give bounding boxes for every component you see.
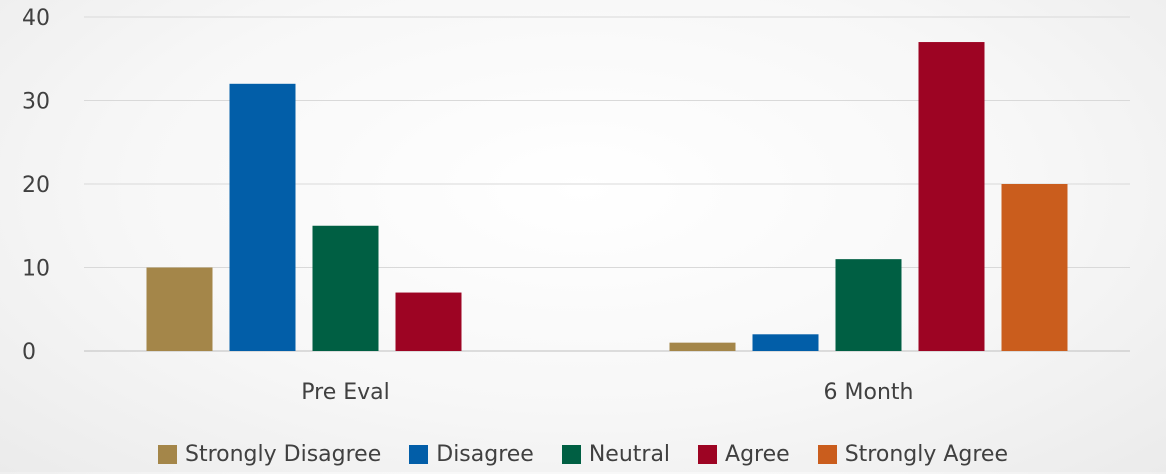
x-axis-category-labels: Pre Eval 6 Month [301, 380, 913, 405]
legend: Strongly Disagree Disagree Neutral Agree Str… [0, 434, 1166, 474]
legend-swatch [409, 444, 429, 464]
bar-strongly-disagree-6-month [669, 342, 736, 351]
legend-item: Neutral [561, 441, 671, 467]
y-tick-label: 0 [22, 340, 36, 365]
legend-label: Strongly Agree [844, 441, 1008, 467]
legend-item: Agree [698, 442, 790, 467]
legend-label: Disagree [436, 441, 534, 467]
y-tick-label: 10 [22, 257, 50, 282]
x-category-label: Pre Eval [301, 380, 389, 405]
x-category-label: 6 Month [824, 380, 914, 405]
legend-label: Agree [725, 441, 790, 467]
legend-swatch [158, 444, 177, 464]
bar-chart: 0 10 20 30 40 Pre Eval 6 Month [22, 6, 1130, 405]
bars [146, 42, 1068, 352]
legend-item: Disagree [409, 442, 534, 467]
bar-agree-6-month [918, 42, 985, 352]
legend-swatch [698, 444, 718, 464]
bar-disagree-6-month [752, 334, 819, 351]
legend-swatch [817, 444, 837, 464]
legend-label: Neutral [588, 441, 671, 467]
y-tick-label: 30 [22, 90, 50, 115]
bar-neutral-pre-eval [312, 225, 379, 351]
bar-neutral-6-month [835, 259, 902, 351]
bar-disagree-pre-eval [229, 83, 296, 352]
legend-label: Strongly Disagree [185, 441, 382, 467]
legend-item: Strongly Agree [817, 441, 1008, 467]
bar-strongly-agree-6-month [1001, 184, 1068, 351]
legend-item: Strongly Disagree [158, 442, 381, 467]
bar-agree-pre-eval [395, 292, 462, 351]
y-tick-label: 40 [22, 6, 50, 31]
y-tick-label: 20 [22, 173, 50, 198]
y-axis-tick-labels: 0 10 20 30 40 [22, 6, 50, 365]
bar-strongly-disagree-pre-eval [146, 267, 213, 351]
legend-swatch [561, 444, 581, 464]
